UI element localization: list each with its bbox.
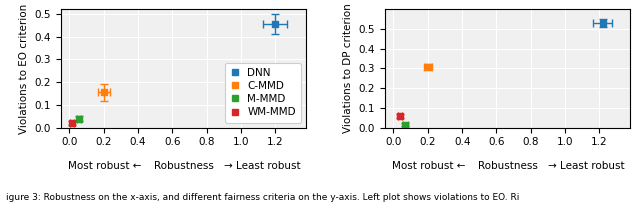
Text: Most robust ←: Most robust ← (392, 161, 466, 171)
Text: → Least robust: → Least robust (548, 161, 625, 171)
Text: igure 3: Robustness on the x-axis, and different fairness criteria on the y-axis: igure 3: Robustness on the x-axis, and d… (6, 193, 520, 202)
Text: Robustness: Robustness (477, 161, 538, 171)
Legend: DNN, C-MMD, M-MMD, WM-MMD: DNN, C-MMD, M-MMD, WM-MMD (225, 63, 301, 123)
Y-axis label: Violations to DP criterion: Violations to DP criterion (343, 4, 353, 133)
Text: Most robust ←: Most robust ← (68, 161, 141, 171)
Text: → Least robust: → Least robust (224, 161, 300, 171)
Text: Robustness: Robustness (154, 161, 214, 171)
Y-axis label: Violations to EO criterion: Violations to EO criterion (19, 3, 29, 134)
